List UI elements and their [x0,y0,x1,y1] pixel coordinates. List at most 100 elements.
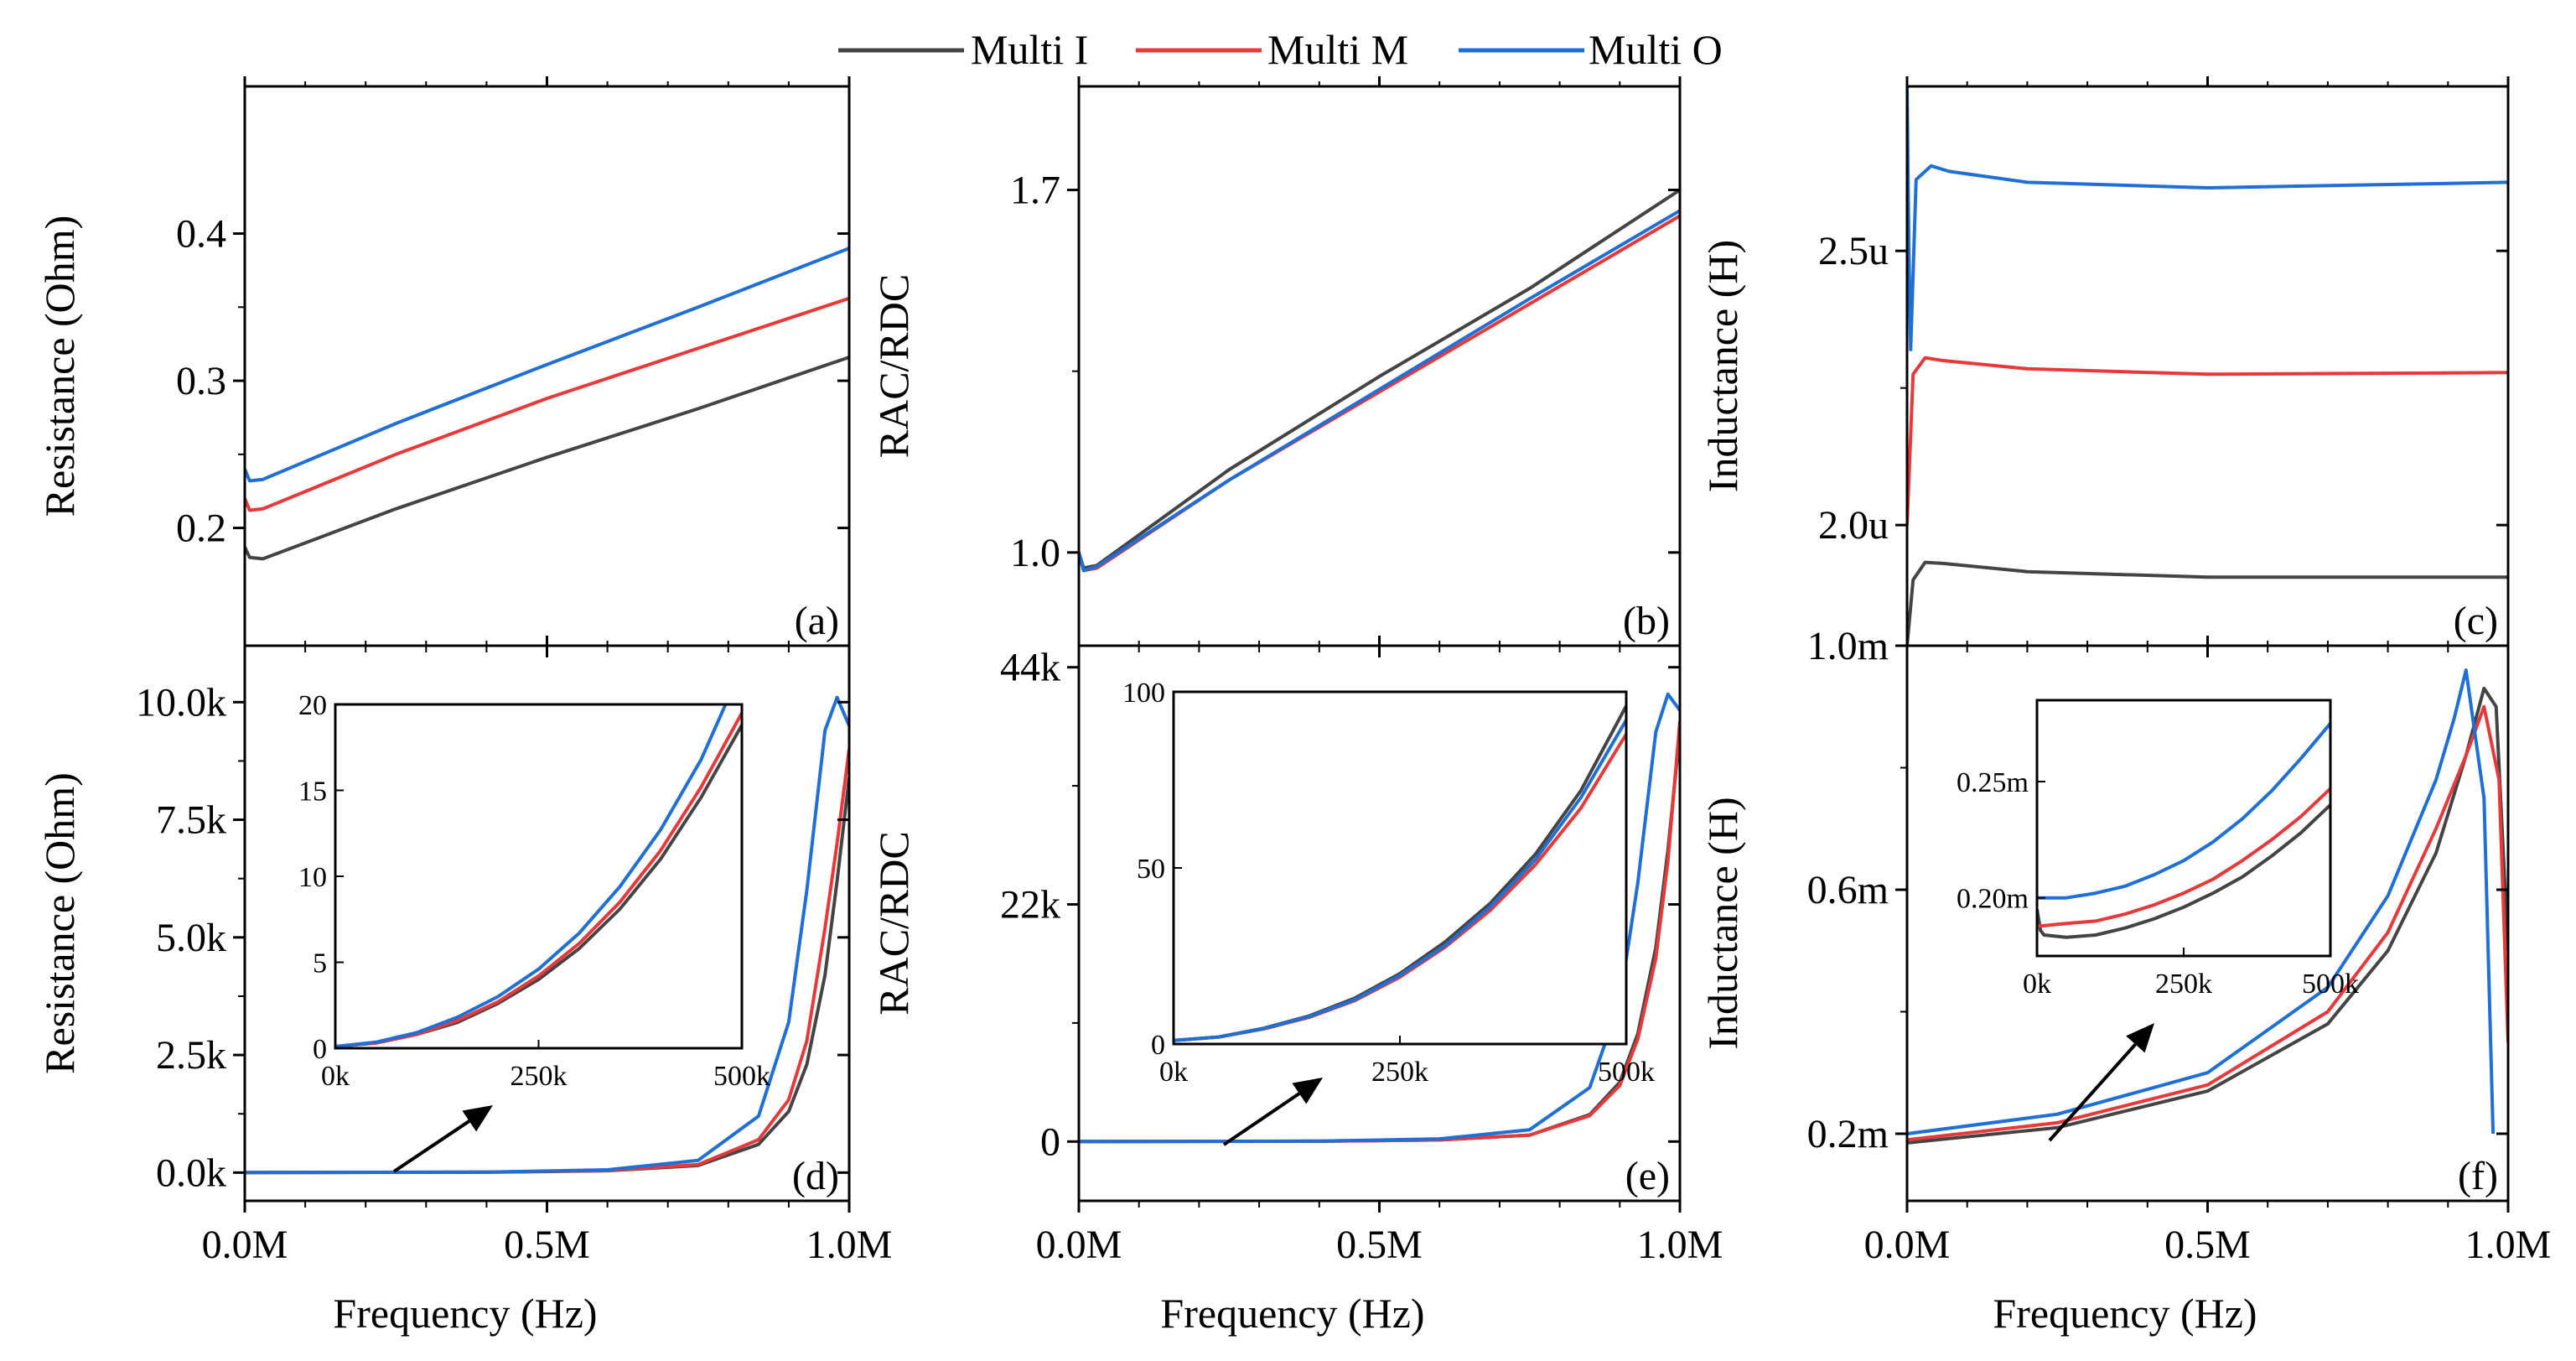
panel-f: 0.2m 0.6m 1.0m 0.0M 0.5M 1.0M (f) Inductance (H… [1699,624,2551,1267]
x-tick-label: 0.5M [1336,1223,1423,1267]
inset-y-tick-label: 0 [313,1034,327,1065]
inset-e: 0 50 100 0k 250k 500k [1122,678,1655,1088]
series-group [1907,668,2508,1145]
panel-letter: (e) [1625,1154,1670,1198]
y-axis-title: Resistance (Ohm) [36,772,83,1074]
inset-y-tick-label: 15 [298,777,327,808]
series-line-multi-m [1907,704,2508,1142]
inset-x-tick-label: 250k [511,1061,568,1092]
x-axis-title-right: Frequency (Hz) [1993,1290,2257,1337]
x-axis-titles: Frequency (Hz) Frequency (Hz) Frequency … [333,1290,2257,1337]
y-tick-label: 0.6m [1807,868,1889,912]
legend: Multi I Multi M Multi O [838,26,1723,73]
inset-x-tick-label: 500k [713,1061,770,1092]
series-group [245,695,849,1175]
panels: 0.2 0.3 0.4 (a) Resistance (Ohm) 1.0 1.7 (b) RAC… [36,76,2551,1267]
panel-a: 0.2 0.3 0.4 (a) Resistance (Ohm) [36,76,851,657]
arrow-shaft [392,1119,470,1173]
legend-label-multi-m: Multi M [1267,26,1408,73]
panel-e: 0 22k 44k 0.0M 0.5M 1.0M (e) RAC/RDC 0 50 100 0k 250… [870,636,1723,1267]
inset-x-tick-label: 500k [1598,1057,1655,1088]
inset-series-line-multi-o [1174,719,1626,1042]
inset-x-tick-label: 0k [1159,1057,1188,1088]
y-tick-label: 0.0k [156,1151,226,1195]
arrow-head [1292,1078,1323,1104]
x-tick-label: 0.5M [504,1223,590,1267]
arrow-annotation [392,1105,493,1173]
panel-b: 1.0 1.7 (b) RAC/RDC [870,76,1682,657]
y-tick-label: 0.3 [176,359,226,403]
panel-letter: (b) [1623,599,1670,643]
inset-series-line-multi-i [2037,803,2330,939]
arrow-head [462,1105,493,1132]
x-tick-label: 1.0M [806,1223,893,1267]
arrow-head [2126,1023,2154,1053]
series-group [1907,86,2508,646]
series-line-multi-o [245,695,849,1175]
inset-x-tick-label: 250k [1371,1057,1428,1088]
y-tick-label: 1.0 [1010,531,1060,575]
x-tick-label: 1.0M [1637,1223,1723,1267]
inset-background [2037,700,2330,956]
x-tick-label: 0.0M [1036,1223,1122,1267]
y-axis-title: RAC/RDC [870,274,917,459]
inset-d: 0 5 10 15 20 0k 250k 500k [298,690,770,1092]
y-tick-label: 22k [1000,883,1060,927]
panel-letter: (c) [2454,599,2498,643]
x-tick-label: 1.0M [2465,1223,2552,1267]
y-tick-label: 5.0k [156,916,226,960]
inset-series-group [1174,704,1626,1042]
inset-y-tick-label: 20 [298,690,327,721]
panel-c: 2.0u 2.5u (c) Inductance (H) [1699,76,2510,657]
series-line-multi-i [1079,188,1680,570]
series-line-multi-m [245,296,849,512]
inset-y-tick-label: 100 [1122,678,1165,709]
series-line-multi-o [1907,668,2496,1135]
inset-x-tick-label: 500k [2302,969,2359,1000]
inset-x-tick-label: 0k [321,1061,350,1092]
inset-y-tick-label: 0 [1151,1030,1165,1061]
arrow-shaft [2048,1043,2137,1142]
x-tick-label: 0.0M [1864,1223,1951,1267]
series-group [1079,188,1680,573]
inset-y-tick-label: 10 [298,862,327,893]
panel-d: 0.0k 2.5k 5.0k 7.5k 10.0k 0.0M 0.5M 1.0M (d) Resi… [36,636,892,1267]
inset-y-tick-label: 5 [313,948,327,979]
y-tick-label: 0 [1040,1119,1060,1164]
panel-letter: (a) [795,599,839,643]
series-line-multi-i [245,356,849,561]
arrow-annotation [2048,1023,2154,1142]
legend-label-multi-i: Multi I [971,26,1088,73]
y-tick-label: 0.4 [176,212,226,257]
y-axis-title: RAC/RDC [870,831,917,1016]
y-tick-label: 10.0k [136,680,226,725]
inset-f: 0.20m 0.25m 0k 250k 500k [1957,699,2359,1000]
y-tick-label: 1.0m [1807,624,1889,668]
panel-letter: (f) [2458,1154,2498,1198]
y-tick-label: 1.7 [1010,169,1060,213]
inset-y-tick-label: 50 [1137,854,1165,885]
inset-x-tick-label: 0k [2023,969,2051,1000]
y-tick-label: 2.0u [1818,503,1889,548]
inset-y-tick-label: 0.20m [1957,884,2029,915]
arrow-shaft [1222,1092,1300,1146]
inset-series-line-multi-m [2037,787,2330,927]
inset-series-line-multi-o [2037,722,2330,900]
y-tick-label: 0.2m [1807,1112,1889,1156]
y-tick-label: 7.5k [156,798,226,843]
series-line-multi-o [1079,209,1680,573]
inset-x-tick-label: 250k [2155,969,2212,1000]
x-axis-title-left: Frequency (Hz) [333,1290,597,1337]
inset-background [335,704,742,1048]
y-tick-label: 2.5u [1818,229,1889,273]
panel-letter: (d) [792,1154,839,1198]
series-group [245,247,849,561]
y-axis-title: Inductance (H) [1699,240,1746,492]
y-tick-label: 2.5k [156,1033,226,1078]
series-line-multi-m [1907,356,2508,526]
series-line-multi-o [1907,86,2508,351]
series-line-multi-i [1907,560,2508,646]
legend-label-multi-o: Multi O [1589,26,1723,73]
y-tick-label: 0.2 [176,506,226,551]
